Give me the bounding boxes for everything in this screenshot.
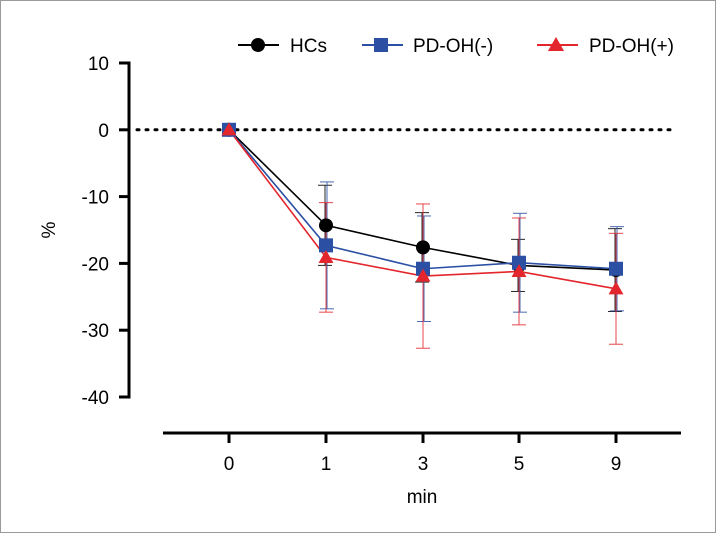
y-tick-label: 0: [98, 121, 109, 142]
legend: HCs PD-OH(-) PD-OH(+): [238, 36, 674, 57]
data-point: [318, 249, 334, 263]
series-markers: [221, 122, 624, 295]
data-point: [608, 281, 624, 295]
y-tick-label: -10: [82, 188, 109, 209]
legend-item: PD-OH(-): [362, 36, 493, 57]
data-point: [416, 240, 430, 255]
x-tick-label: 5: [514, 454, 525, 475]
data-point: [609, 261, 623, 276]
data-point: [319, 218, 333, 233]
axes: [127, 61, 681, 435]
data-point: [415, 268, 431, 282]
x-tick-label: 3: [418, 454, 429, 475]
legend-marker: [374, 38, 388, 52]
y-tick-label: -20: [82, 254, 109, 275]
y-tick-label: 10: [88, 54, 109, 75]
x-tick-label: 0: [224, 454, 235, 475]
y-tick-label: -40: [82, 388, 109, 409]
y-ticks: 10 0 -10 -20 -30 -40: [82, 54, 129, 409]
y-tick-label: -30: [82, 321, 109, 342]
data-point: [511, 264, 527, 277]
x-axis-title: min: [407, 487, 438, 508]
y-axis-title: %: [39, 221, 60, 238]
data-point: [221, 122, 237, 136]
legend-item: HCs: [238, 36, 327, 57]
legend-label: PD-OH(-): [413, 36, 493, 57]
x-tick-label: 1: [321, 454, 332, 475]
legend-marker: [251, 38, 265, 52]
x-tick-label: 9: [611, 454, 622, 475]
data-point: [319, 238, 333, 253]
legend-marker: [547, 37, 565, 51]
legend-label: HCs: [290, 36, 327, 57]
legend-label: PD-OH(+): [589, 36, 674, 57]
data-point: [512, 255, 526, 270]
x-ticks: 0 1 3 5 9: [224, 433, 622, 475]
legend-item: PD-OH(+): [537, 36, 674, 57]
